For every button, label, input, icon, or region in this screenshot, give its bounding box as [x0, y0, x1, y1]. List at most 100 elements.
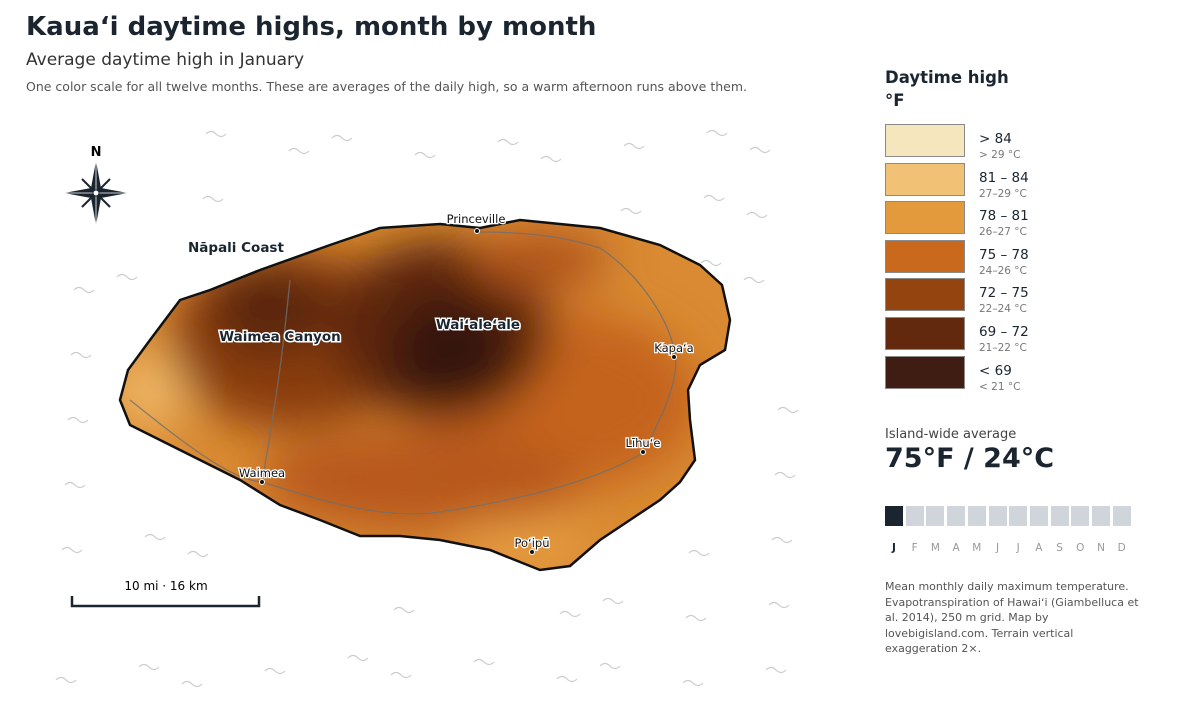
- legend-sublabel: < 21 °C: [979, 380, 1021, 393]
- legend-label: < 69: [979, 362, 1012, 379]
- month-letter: A: [1035, 542, 1043, 554]
- wave: [390, 671, 412, 679]
- month-square[interactable]: [885, 506, 903, 526]
- wave: [393, 606, 415, 614]
- scale-label: 10 mi · 16 km: [124, 579, 207, 593]
- month-square[interactable]: [1029, 506, 1048, 526]
- island: [120, 220, 730, 570]
- wave: [620, 207, 642, 215]
- town-dot: [474, 228, 480, 234]
- month-letter: A: [952, 542, 960, 554]
- wave: [264, 667, 286, 675]
- average-label: Island-wide average: [885, 427, 1017, 442]
- wave: [181, 680, 203, 688]
- wave: [497, 138, 519, 146]
- legend-sublabel: 21–22 °C: [979, 342, 1027, 354]
- wave: [55, 676, 77, 684]
- wave: [746, 211, 768, 219]
- month-square[interactable]: [1092, 506, 1110, 526]
- wave: [688, 549, 710, 557]
- wave: [703, 194, 725, 202]
- wave: [70, 351, 92, 359]
- town-label: Līhuʻe: [626, 436, 661, 450]
- wave: [685, 614, 707, 622]
- month-square[interactable]: [926, 506, 945, 526]
- month-letter: J: [892, 542, 896, 554]
- wave: [599, 662, 621, 670]
- wave: [347, 654, 369, 662]
- month-letter: M: [972, 542, 982, 554]
- month-letter: N: [1097, 542, 1105, 554]
- month-square[interactable]: [1071, 506, 1090, 526]
- legend-swatch: [885, 317, 965, 350]
- wave: [706, 129, 728, 137]
- month-letter: O: [1076, 542, 1085, 554]
- month-letter: J: [1016, 542, 1020, 554]
- wave: [749, 146, 771, 154]
- waves: [55, 129, 799, 688]
- wave: [61, 546, 83, 554]
- legend-unit: °F: [885, 91, 905, 110]
- wave: [777, 406, 799, 414]
- month-letter: M: [930, 542, 940, 554]
- month-square[interactable]: [967, 506, 986, 526]
- wave: [473, 658, 495, 666]
- wave: [414, 151, 436, 159]
- legend-swatch: [885, 278, 965, 312]
- legend-label: 75 – 78: [979, 246, 1029, 263]
- region-label: Nāpali Coast: [188, 240, 284, 256]
- month-square[interactable]: [988, 506, 1007, 526]
- wave: [700, 259, 722, 267]
- month-square[interactable]: [1050, 506, 1069, 526]
- town-dot: [259, 479, 265, 485]
- town-label: Kapaʻa: [654, 341, 693, 355]
- wave: [768, 601, 790, 609]
- month-square[interactable]: [905, 506, 924, 526]
- legend-sublabel: 26–27 °C: [979, 226, 1027, 239]
- legend-sublabel: > 29 °C: [979, 149, 1021, 161]
- town-label: Poʻipū: [515, 536, 550, 550]
- wave: [205, 130, 227, 138]
- month-letter: D: [1117, 542, 1126, 554]
- wave: [540, 155, 562, 163]
- compass-label: N: [91, 145, 102, 160]
- legend-swatch: [885, 239, 965, 273]
- wave: [765, 666, 787, 674]
- wave: [331, 134, 353, 142]
- average-value: 75°F / 24°C: [885, 443, 1055, 474]
- legend-sublabel: 27–29 °C: [979, 187, 1027, 200]
- source-note: Mean monthly daily maximum temperature. …: [885, 580, 1139, 656]
- wave: [187, 550, 209, 558]
- town-dot: [671, 354, 677, 360]
- month-square[interactable]: [947, 506, 966, 526]
- legend-sublabel: 24–26 °C: [979, 264, 1027, 277]
- legend-swatch: [885, 201, 965, 235]
- region-label: Waimea Canyon: [219, 329, 341, 345]
- legend-swatch: [885, 355, 965, 389]
- description: One color scale for all twelve months. T…: [26, 79, 747, 94]
- town-label: Princeville: [447, 212, 506, 226]
- region-label: Waiʻaleʻale: [436, 317, 520, 333]
- wave: [288, 147, 310, 155]
- month-letter: J: [995, 542, 1000, 554]
- legend-label: > 84: [979, 131, 1012, 147]
- wave: [602, 597, 624, 605]
- wave: [771, 536, 793, 544]
- wave: [556, 675, 578, 683]
- legend-label: 72 – 75: [979, 285, 1029, 302]
- subtitle: Average daytime high in January: [26, 50, 305, 70]
- title: Kauaʻi daytime highs, month by month: [26, 12, 597, 42]
- legend-title: Daytime high: [885, 68, 1009, 87]
- wave: [743, 276, 765, 284]
- compass: N: [63, 145, 128, 225]
- legend-sublabel: 22–24 °C: [979, 303, 1027, 316]
- wave: [623, 142, 645, 150]
- wave: [67, 416, 89, 424]
- month-square[interactable]: [1009, 506, 1028, 526]
- month-letter: F: [911, 542, 918, 554]
- month-square[interactable]: [1112, 506, 1131, 526]
- wave: [202, 195, 224, 203]
- legend-label: 69 – 72: [979, 324, 1029, 340]
- town-dot: [529, 549, 535, 555]
- legend-label: 78 – 81: [979, 208, 1029, 225]
